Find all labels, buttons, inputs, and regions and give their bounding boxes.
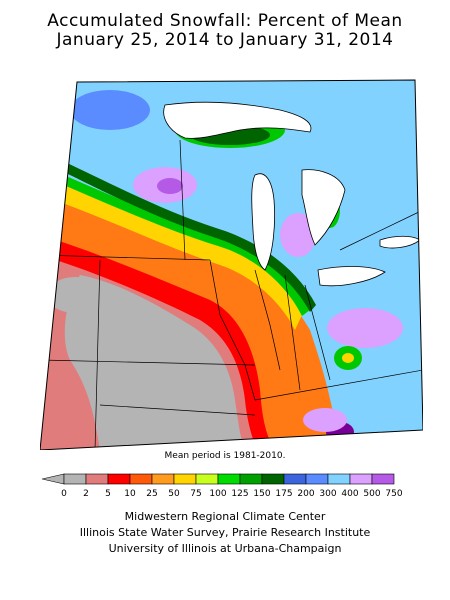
lake-erie [317,266,386,287]
legend-swatch [173,473,197,485]
blob-lavender-se [303,408,347,432]
band-dgreen-edge [50,155,316,312]
legend-swatch [195,473,219,485]
legend-swatch [349,473,373,485]
legend-swatch [261,473,285,485]
credit-mrcc: Midwestern Regional Climate Center [124,510,326,523]
band-yellow-edge [40,172,302,330]
map-date-range: January 25, 2014 to January 31, 2014 [56,30,394,50]
legend-swatch [129,473,153,485]
lake-michigan [251,173,275,271]
blob-purple-mn [157,178,183,194]
zone-gray-west [47,277,103,313]
lake-huron [301,169,346,246]
blob-lavender-oh [327,308,403,348]
legend-tick-label: 5 [105,489,111,499]
legend-tick-label: 300 [319,489,336,499]
legend-tick-label: 500 [363,489,380,499]
color-scale-legend: 0 2 5 10 25 50 75 100 125 150 175 200 300 400 500 750 [41,473,403,499]
blob-lavender-mi [280,213,316,257]
mean-period-note: Mean period is 1981-2010. [164,451,286,461]
state-borders [40,139,423,450]
legend-swatch [63,473,87,485]
legend-swatch [305,473,329,485]
legend-swatch [107,473,131,485]
snowfall-field [40,80,423,450]
blob-yellow-ky [342,353,354,363]
legend-tick-label: 150 [253,489,270,499]
legend-swatch [151,473,175,485]
legend-tick-label: 125 [231,489,248,499]
lake-superior [163,101,312,139]
legend-tick-label: 2 [83,489,89,499]
band-green-edge [40,165,310,316]
legend-tick-label: 400 [341,489,358,499]
legend-tick-label: 175 [275,489,292,499]
legend-swatch [371,473,395,485]
legend-tick-label: 75 [190,489,201,499]
legend-swatch [85,473,109,485]
map-title: Accumulated Snowfall: Percent of Mean [47,11,403,31]
legend-tick-label: 0 [61,489,67,499]
credit-uiuc: University of Illinois at Urbana-Champai… [108,542,342,555]
legend-swatch [283,473,307,485]
legend-tick-label: 100 [209,489,226,499]
legend-swatch [239,473,263,485]
legend-tick-label: 750 [385,489,402,499]
legend-tick-label: 25 [146,489,157,499]
credit-isws: Illinois State Water Survey, Prairie Res… [79,526,371,539]
map-domain-outline [40,79,423,450]
snowfall-percent-map [40,79,423,450]
legend-tick-label: 10 [124,489,136,499]
legend-tick-label: 50 [168,489,180,499]
legend-under-arrow [41,473,65,485]
blob-blue-nw [70,90,150,130]
legend-swatch [327,473,351,485]
legend-tick-label: 200 [297,489,314,499]
legend-swatch [217,473,241,485]
